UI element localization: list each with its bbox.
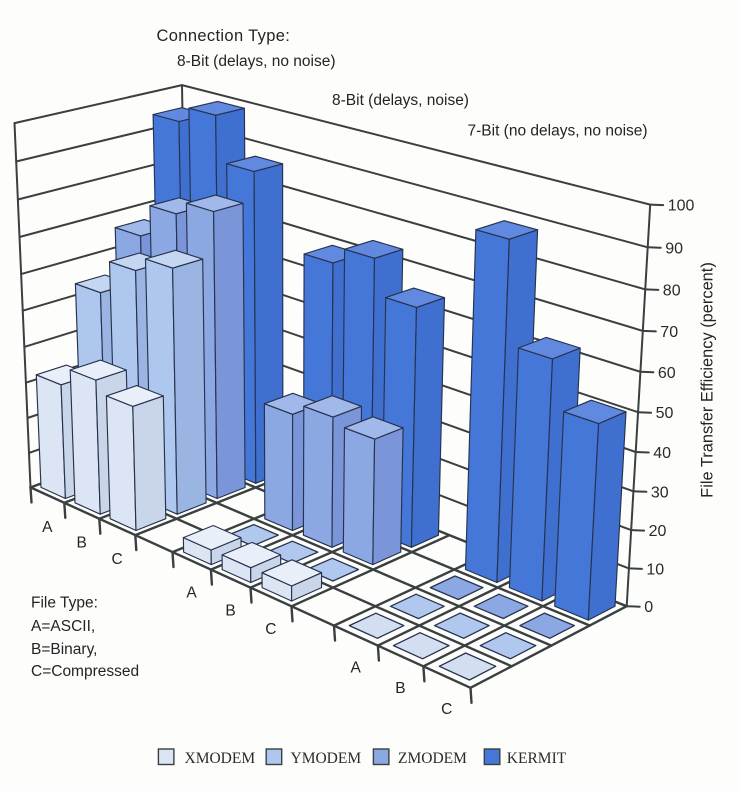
svg-text:File Type:: File Type:: [31, 595, 98, 612]
svg-text:50: 50: [656, 405, 674, 422]
svg-text:80: 80: [663, 282, 681, 299]
svg-text:60: 60: [658, 365, 676, 382]
svg-text:90: 90: [665, 240, 683, 257]
svg-text:8-Bit (delays, noise): 8-Bit (delays, noise): [332, 92, 469, 109]
svg-text:40: 40: [653, 445, 671, 462]
svg-text:B: B: [77, 535, 87, 552]
svg-text:8-Bit (delays, no noise): 8-Bit (delays, no noise): [177, 53, 336, 70]
svg-text:10: 10: [646, 561, 664, 578]
svg-text:A=ASCII,: A=ASCII,: [31, 618, 95, 635]
svg-text:C=Compressed: C=Compressed: [31, 663, 139, 680]
svg-text:20: 20: [649, 523, 667, 540]
svg-text:0: 0: [644, 599, 653, 616]
svg-text:7-Bit (no delays, no noise): 7-Bit (no delays, no noise): [468, 123, 648, 140]
svg-text:XMODEM: XMODEM: [185, 750, 256, 767]
svg-text:File Transfer Efficiency (perc: File Transfer Efficiency (percent): [699, 262, 717, 498]
svg-text:YMODEM: YMODEM: [291, 750, 362, 767]
svg-text:C: C: [111, 551, 122, 568]
svg-text:A: A: [186, 585, 197, 602]
svg-text:ZMODEM: ZMODEM: [398, 750, 467, 767]
svg-text:KERMIT: KERMIT: [507, 750, 567, 767]
svg-text:C: C: [441, 701, 452, 718]
svg-text:30: 30: [651, 484, 669, 501]
svg-text:B: B: [395, 680, 405, 697]
svg-text:100: 100: [668, 198, 695, 215]
svg-text:B=Binary,: B=Binary,: [31, 641, 97, 658]
svg-text:A: A: [42, 519, 53, 536]
svg-text:70: 70: [660, 324, 678, 341]
svg-text:A: A: [351, 660, 362, 677]
svg-text:C: C: [265, 621, 276, 638]
svg-text:B: B: [225, 603, 235, 620]
svg-text:Connection Type:: Connection Type:: [157, 27, 291, 45]
